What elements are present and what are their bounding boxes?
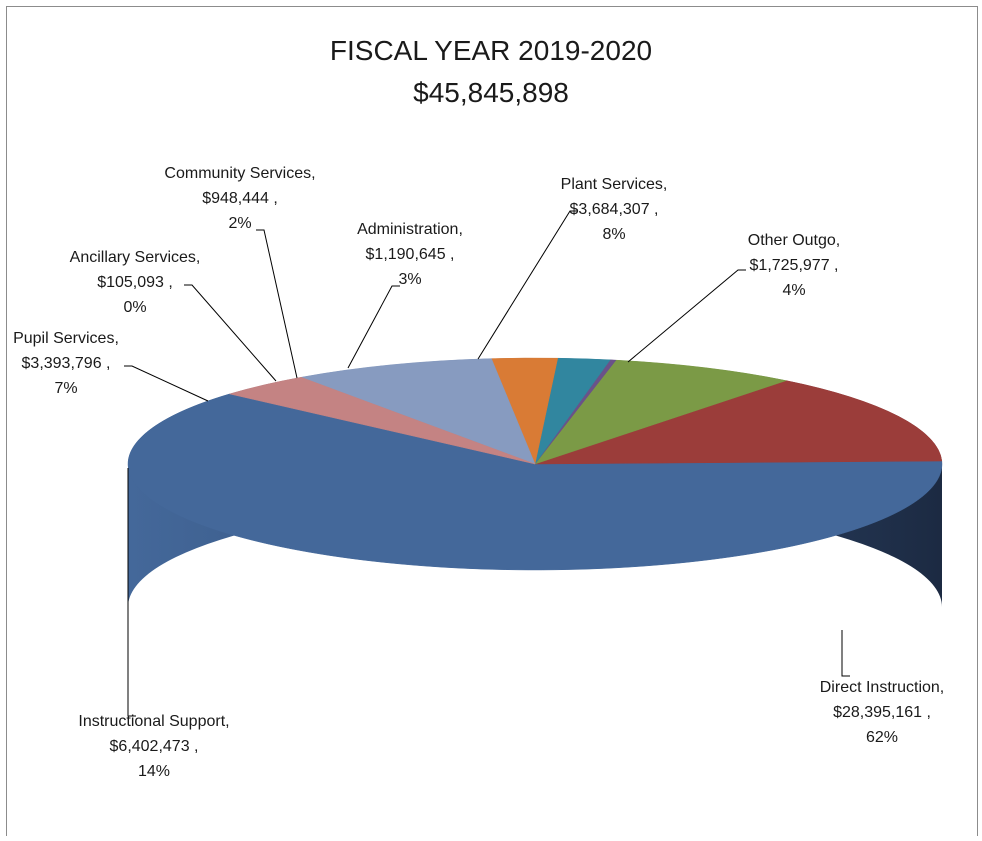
data-label-name: Other Outgo, xyxy=(748,232,841,249)
chart-frame xyxy=(6,6,978,836)
data-labels: Direct Instruction, $28,395,161 , 62% Instr… xyxy=(13,165,944,780)
data-label-percent: 2% xyxy=(228,215,251,232)
leader-line-plant-services xyxy=(477,210,578,360)
pie-slice-pupil-services xyxy=(534,359,788,465)
data-label-percent: 0% xyxy=(123,299,146,316)
data-label-direct-instruction: Direct Instruction, $28,395,161 , 62% xyxy=(820,679,944,746)
data-label-percent: 62% xyxy=(866,729,898,746)
chart-subtitle: $45,845,898 xyxy=(413,77,569,108)
data-label-name: Administration, xyxy=(357,221,463,238)
leader-line-community-services xyxy=(256,229,298,379)
data-label-name: Pupil Services, xyxy=(13,330,119,347)
data-label-community-services: Community Services, $948,444 , 2% xyxy=(164,165,315,232)
data-label-value: $1,190,645 , xyxy=(366,246,455,263)
data-label-value: $28,395,161 , xyxy=(833,704,931,721)
data-label-value: $3,393,796 , xyxy=(22,355,111,372)
leader-line-other-outgo xyxy=(627,269,746,363)
data-label-value: $105,093 , xyxy=(97,274,173,291)
data-label-name: Plant Services, xyxy=(561,176,668,193)
data-label-pupil-services: Pupil Services, $3,393,796 , 7% xyxy=(13,330,119,397)
data-label-name: Community Services, xyxy=(164,165,315,182)
data-label-plant-services: Plant Services, $3,684,307 , 8% xyxy=(561,176,668,243)
pie-slice-other-outgo xyxy=(228,376,536,465)
leader-line-pupil-services xyxy=(124,365,209,402)
data-label-other-outgo: Other Outgo, $1,725,977 , 4% xyxy=(748,232,841,299)
data-label-percent: 7% xyxy=(54,380,77,397)
data-label-instructional-support: Instructional Support, $6,402,473 , 14% xyxy=(78,713,229,780)
data-label-value: $3,684,307 , xyxy=(570,201,659,218)
leader-line-instructional-support xyxy=(127,468,136,717)
data-label-value: $1,725,977 , xyxy=(750,257,839,274)
pie-slice-instructional-support xyxy=(534,380,943,465)
data-label-value: $948,444 , xyxy=(202,190,278,207)
data-label-administration: Administration, $1,190,645 , 3% xyxy=(357,221,463,288)
chart-title: FISCAL YEAR 2019-2020 xyxy=(329,35,653,66)
leader-lines xyxy=(124,210,850,717)
data-label-ancillary-services: Ancillary Services, $105,093 , 0% xyxy=(70,249,201,316)
pie-slices xyxy=(127,357,943,571)
chart-title-block: FISCAL YEAR 2019-2020 $45,845,898 xyxy=(0,30,982,114)
data-label-name: Ancillary Services, xyxy=(70,249,201,266)
leader-line-direct-instruction xyxy=(841,630,850,677)
data-label-percent: 14% xyxy=(138,763,170,780)
data-label-percent: 8% xyxy=(602,226,625,243)
data-label-name: Instructional Support, xyxy=(78,713,229,730)
leader-line-ancillary-services xyxy=(184,284,277,382)
data-label-name: Direct Instruction, xyxy=(820,679,944,696)
pie-slice-direct-instruction xyxy=(127,393,943,571)
data-label-percent: 4% xyxy=(782,282,805,299)
data-label-percent: 3% xyxy=(398,271,421,288)
data-label-value: $6,402,473 , xyxy=(110,738,199,755)
leader-line-administration xyxy=(347,285,400,369)
